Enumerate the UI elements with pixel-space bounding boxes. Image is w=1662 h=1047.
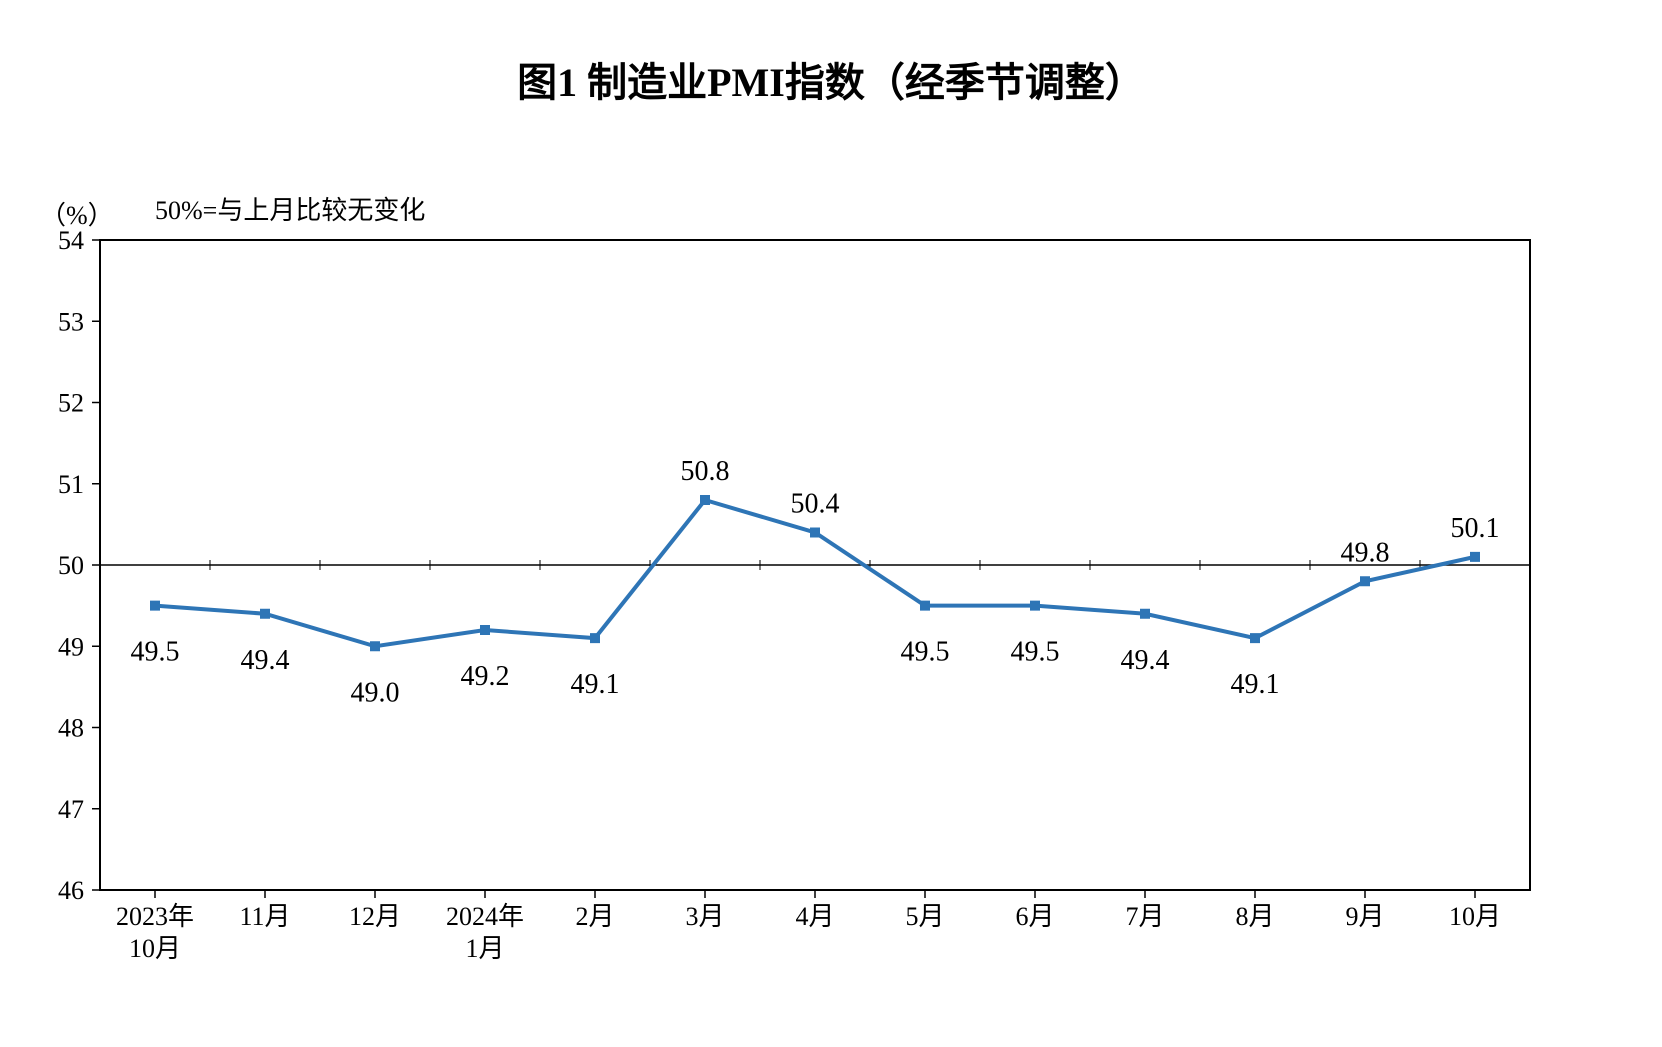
- svg-text:50: 50: [58, 551, 84, 580]
- svg-text:49.5: 49.5: [1011, 637, 1060, 668]
- svg-text:50.8: 50.8: [681, 456, 730, 487]
- svg-text:12月: 12月: [349, 902, 401, 931]
- svg-text:52: 52: [58, 389, 84, 418]
- svg-text:49: 49: [58, 632, 84, 661]
- svg-text:2024年: 2024年: [446, 902, 524, 931]
- svg-text:49.5: 49.5: [901, 637, 950, 668]
- chart-title: 图1 制造业PMI指数（经季节调整）: [0, 50, 1662, 108]
- svg-text:2月: 2月: [575, 902, 614, 931]
- svg-text:3月: 3月: [685, 902, 724, 931]
- svg-text:50.1: 50.1: [1451, 513, 1500, 544]
- svg-text:50.4: 50.4: [791, 489, 840, 520]
- svg-text:53: 53: [58, 307, 84, 336]
- unit-label: （%）: [40, 195, 114, 232]
- svg-text:49.2: 49.2: [461, 661, 510, 692]
- svg-text:4月: 4月: [795, 902, 834, 931]
- svg-text:49.4: 49.4: [241, 645, 290, 676]
- svg-text:48: 48: [58, 714, 84, 743]
- svg-text:51: 51: [58, 470, 84, 499]
- svg-text:46: 46: [58, 876, 84, 905]
- svg-text:47: 47: [58, 795, 84, 824]
- svg-text:9月: 9月: [1345, 902, 1384, 931]
- svg-text:5月: 5月: [905, 902, 944, 931]
- svg-text:49.5: 49.5: [131, 637, 180, 668]
- chart-subtitle: 50%=与上月比较无变化: [155, 190, 425, 227]
- svg-text:6月: 6月: [1015, 902, 1054, 931]
- svg-text:8月: 8月: [1235, 902, 1274, 931]
- svg-text:10月: 10月: [1449, 902, 1501, 931]
- svg-text:54: 54: [58, 230, 84, 255]
- svg-text:49.1: 49.1: [571, 669, 620, 700]
- svg-text:2023年: 2023年: [116, 902, 194, 931]
- svg-text:11月: 11月: [239, 902, 290, 931]
- svg-text:1月: 1月: [465, 934, 504, 963]
- svg-text:49.0: 49.0: [351, 677, 400, 708]
- svg-text:49.8: 49.8: [1341, 537, 1390, 568]
- svg-text:7月: 7月: [1125, 902, 1164, 931]
- svg-text:10月: 10月: [129, 934, 181, 963]
- svg-text:49.1: 49.1: [1231, 669, 1280, 700]
- svg-text:49.4: 49.4: [1121, 645, 1170, 676]
- pmi-line-chart: 46 47 48 49 50 51 52 53 54 2023年 10月 11月 12月 2024年 1月 2…: [30, 230, 1600, 1010]
